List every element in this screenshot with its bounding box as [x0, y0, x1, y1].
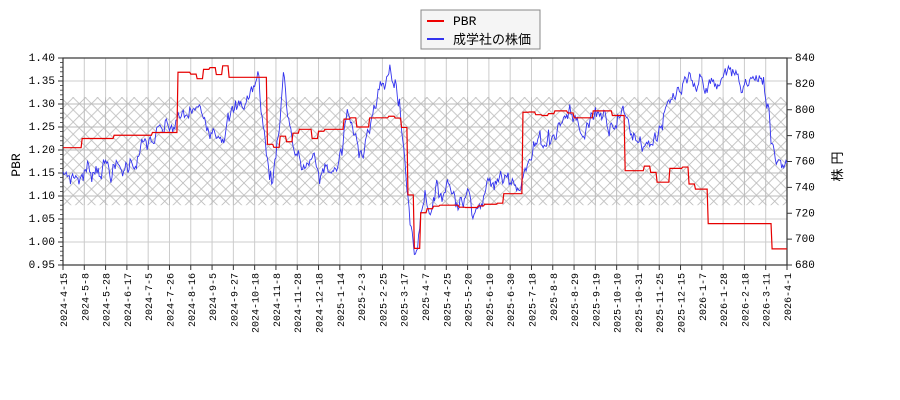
svg-text:株: 株: [831, 168, 846, 181]
svg-text:2025-11-25: 2025-11-25: [656, 273, 667, 333]
svg-text:2025-8-8: 2025-8-8: [550, 273, 561, 321]
svg-text:760: 760: [795, 157, 815, 169]
svg-text:2025-2-3: 2025-2-3: [358, 273, 369, 321]
svg-text:2025-6-10: 2025-6-10: [486, 273, 497, 327]
svg-text:2024-12-18: 2024-12-18: [316, 273, 327, 333]
svg-text:2026-1-28: 2026-1-28: [720, 273, 731, 327]
svg-text:2024-5-8: 2024-5-8: [81, 273, 92, 321]
svg-text:1.40: 1.40: [29, 53, 55, 65]
svg-text:1.30: 1.30: [29, 99, 55, 111]
svg-text:1.35: 1.35: [29, 76, 55, 88]
svg-text:2024-9-27: 2024-9-27: [230, 273, 241, 327]
svg-text:1.15: 1.15: [29, 168, 55, 180]
svg-text:820: 820: [795, 79, 815, 91]
svg-text:2025-12-15: 2025-12-15: [678, 273, 689, 333]
svg-text:2024-4-15: 2024-4-15: [60, 273, 71, 327]
svg-text:2024-7-5: 2024-7-5: [145, 273, 156, 321]
svg-text:2025-4-25: 2025-4-25: [443, 273, 454, 327]
svg-text:2026-1-7: 2026-1-7: [699, 273, 710, 321]
svg-text:2025-4-7: 2025-4-7: [422, 273, 433, 321]
svg-text:1.10: 1.10: [29, 191, 55, 203]
svg-text:2025-7-18: 2025-7-18: [528, 273, 539, 327]
svg-text:2024-11-8: 2024-11-8: [273, 273, 284, 327]
svg-text:2026-4-1: 2026-4-1: [784, 273, 795, 321]
svg-text:700: 700: [795, 234, 815, 246]
svg-text:2024-7-26: 2024-7-26: [166, 273, 177, 327]
svg-text:2026-2-18: 2026-2-18: [741, 273, 752, 327]
svg-text:2025-6-30: 2025-6-30: [507, 273, 518, 327]
svg-text:2024-5-28: 2024-5-28: [103, 273, 114, 327]
svg-text:PBR: PBR: [9, 153, 24, 177]
svg-text:1.25: 1.25: [29, 122, 55, 134]
svg-text:成学社の株価: 成学社の株価: [453, 32, 531, 48]
svg-text:2024-10-18: 2024-10-18: [252, 273, 263, 333]
svg-text:2025-5-20: 2025-5-20: [465, 273, 476, 327]
svg-text:2025-3-17: 2025-3-17: [401, 273, 412, 327]
svg-text:2025-2-25: 2025-2-25: [379, 273, 390, 327]
svg-text:2026-3-11: 2026-3-11: [763, 273, 774, 327]
svg-text:1.05: 1.05: [29, 214, 55, 226]
svg-text:円: 円: [831, 151, 846, 164]
svg-text:740: 740: [795, 182, 815, 194]
svg-text:2024-6-17: 2024-6-17: [124, 273, 135, 327]
svg-text:2025-10-31: 2025-10-31: [635, 273, 646, 333]
svg-text:780: 780: [795, 131, 815, 143]
svg-text:720: 720: [795, 208, 815, 220]
svg-text:680: 680: [795, 260, 815, 272]
svg-text:2025-10-10: 2025-10-10: [614, 273, 625, 333]
svg-text:800: 800: [795, 105, 815, 117]
svg-text:840: 840: [795, 53, 815, 65]
svg-text:1.00: 1.00: [29, 237, 55, 249]
svg-text:2025-8-29: 2025-8-29: [571, 273, 582, 327]
svg-text:0.95: 0.95: [29, 260, 55, 272]
svg-text:2024-8-16: 2024-8-16: [188, 273, 199, 327]
svg-text:1.20: 1.20: [29, 145, 55, 157]
svg-text:PBR: PBR: [453, 14, 477, 29]
svg-text:2025-9-19: 2025-9-19: [592, 273, 603, 327]
svg-text:2025-1-14: 2025-1-14: [337, 273, 348, 327]
svg-text:2024-11-28: 2024-11-28: [294, 273, 305, 333]
svg-text:2024-9-5: 2024-9-5: [209, 273, 220, 321]
